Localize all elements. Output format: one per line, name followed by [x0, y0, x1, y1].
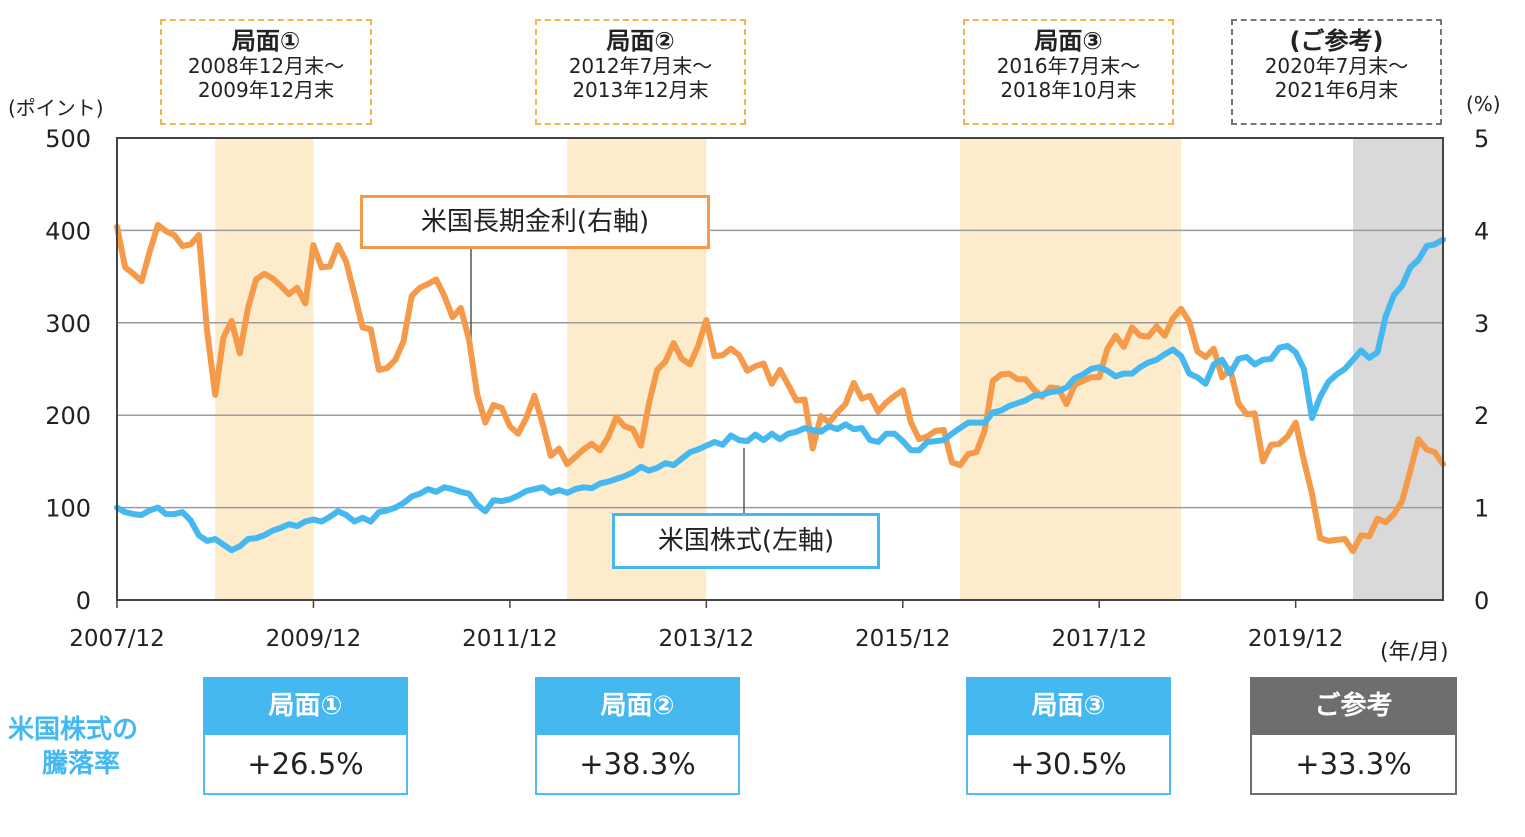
shaded-period-3: [960, 138, 1182, 600]
phase-3-title: 局面③: [1034, 27, 1103, 55]
phase-2-start: 2012年7月末～: [568, 54, 713, 79]
x-tick-label: 2017/12: [1051, 626, 1147, 652]
side-label-line2: 騰落率: [42, 748, 121, 779]
stock-callout: 米国株式(左軸): [612, 513, 880, 569]
phase-2-return: 局面② +38.3%: [535, 677, 740, 795]
reference-period-label: (ご参考) 2020年7月末～ 2021年6月末: [1231, 19, 1442, 125]
left-tick-label: 0: [76, 587, 91, 615]
right-tick-label: 4: [1474, 217, 1489, 245]
side-label-line1: 米国株式の: [8, 715, 139, 745]
phase-1-return: 局面① +26.5%: [203, 677, 408, 795]
left-tick-label: 100: [45, 495, 91, 523]
shaded-period-1: [215, 138, 314, 600]
x-axis-unit: (年/月): [1380, 640, 1449, 665]
left-axis-unit: (ポイント): [8, 96, 104, 120]
phase-3-label: 局面③ 2016年7月末～ 2018年10月末: [963, 19, 1174, 125]
phase-3-return-header: 局面③: [966, 677, 1171, 735]
phase-3-end: 2018年10月末: [1000, 77, 1137, 102]
x-tick-label: 2011/12: [462, 626, 558, 652]
phase-3-start: 2016年7月末～: [996, 54, 1141, 79]
stock-series-line: [114, 236, 1446, 554]
x-tick-label: 2009/12: [266, 626, 362, 652]
left-tick-label: 200: [45, 402, 91, 430]
phase-1-title: 局面①: [231, 27, 301, 55]
phase-2-label: 局面② 2012年7月末～ 2013年12月末: [535, 19, 746, 125]
phase-2-return-header: 局面②: [535, 677, 740, 735]
x-tick-label: 2019/12: [1248, 626, 1344, 652]
x-tick-label: 2013/12: [659, 626, 755, 652]
phase-1-label: 局面① 2008年12月末～ 2009年12月末: [160, 19, 372, 125]
reference-end: 2021年6月末: [1274, 77, 1399, 102]
rate-series-line: [114, 221, 1446, 554]
reference-return-value: +33.3%: [1250, 735, 1457, 795]
x-tick-label: 2007/12: [69, 626, 165, 652]
right-tick-label: 3: [1474, 310, 1489, 338]
phase-1-return-header: 局面①: [203, 677, 408, 735]
right-tick-label: 2: [1474, 402, 1489, 430]
reference-title: (ご参考): [1289, 27, 1384, 55]
reference-return-header: ご参考: [1250, 677, 1457, 735]
left-tick-label: 500: [45, 125, 91, 153]
plot-frame: [116, 137, 1444, 601]
phase-2-title: 局面②: [606, 27, 675, 55]
left-tick-label: 300: [45, 310, 91, 338]
phase-2-end: 2013年12月末: [572, 77, 709, 102]
shaded-period-4: [1352, 138, 1443, 600]
reference-start: 2020年7月末～: [1264, 54, 1409, 79]
right-tick-label: 5: [1474, 125, 1489, 153]
phase-1-return-value: +26.5%: [203, 735, 408, 795]
x-tick-label: 2015/12: [855, 626, 951, 652]
phase-3-return: 局面③ +30.5%: [966, 677, 1171, 795]
reference-return: ご参考 +33.3%: [1250, 677, 1457, 795]
rate-callout: 米国長期金利(右軸): [360, 195, 710, 249]
right-tick-label: 1: [1474, 495, 1489, 523]
right-axis-unit: (%): [1466, 92, 1501, 116]
left-tick-label: 400: [45, 217, 91, 245]
phase-1-end: 2009年12月末: [197, 77, 335, 102]
phase-3-return-value: +30.5%: [966, 735, 1171, 795]
right-tick-label: 0: [1474, 587, 1489, 615]
phase-2-return-value: +38.3%: [535, 735, 740, 795]
phase-1-start: 2008年12月末～: [187, 54, 345, 79]
side-label: 米国株式の 騰落率: [8, 714, 138, 782]
